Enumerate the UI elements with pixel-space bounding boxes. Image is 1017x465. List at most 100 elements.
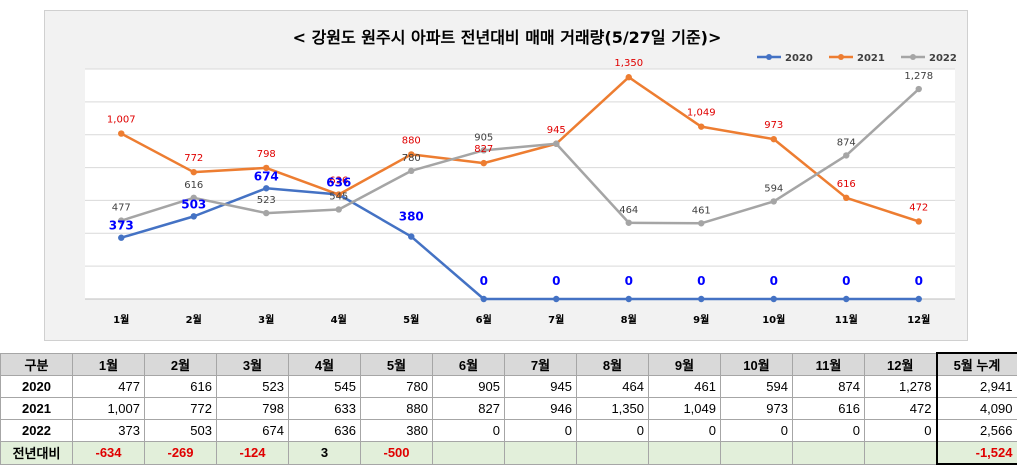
table-cell: 0 bbox=[648, 419, 721, 442]
data-label: 503 bbox=[181, 197, 206, 211]
table-header-cell: 5월 bbox=[360, 352, 433, 376]
data-point-2021 bbox=[480, 159, 487, 167]
legend-marker-2020 bbox=[766, 54, 772, 60]
table-row: 2021 1,007 772 798 633 880 827 946 1,350 1,049 973… bbox=[0, 397, 1017, 420]
data-label: 523 bbox=[257, 195, 276, 206]
legend-label-2021: 2021 bbox=[857, 53, 885, 64]
data-point-2020 bbox=[118, 234, 125, 241]
table-cell: 461 bbox=[648, 375, 721, 398]
table-cell: 1,278 bbox=[864, 375, 937, 398]
table-cell: 0 bbox=[720, 419, 793, 442]
data-label: 780 bbox=[402, 153, 421, 164]
table-cell: 477 bbox=[72, 375, 145, 398]
data-label: 945 bbox=[547, 125, 566, 136]
data-point-2022 bbox=[843, 152, 850, 159]
data-point-2022 bbox=[335, 206, 342, 213]
table-header-cell: 9월 bbox=[648, 352, 721, 376]
table-cell: 945 bbox=[504, 375, 577, 398]
data-label: 1,007 bbox=[107, 115, 136, 126]
data-point-2020 bbox=[843, 295, 850, 303]
data-point-2021 bbox=[915, 218, 922, 225]
data-label: 545 bbox=[329, 191, 348, 202]
x-tick-label: 10월 bbox=[762, 314, 785, 326]
data-label: 1,049 bbox=[687, 108, 716, 119]
data-label: 0 bbox=[480, 274, 488, 288]
table-cell: 545 bbox=[288, 375, 361, 398]
data-point-2020 bbox=[263, 185, 270, 192]
legend-label-2020: 2020 bbox=[785, 53, 813, 64]
data-point-2021 bbox=[625, 74, 632, 81]
chart-title: < 강원도 원주시 아파트 전년대비 매매 거래량(5/27일 기준)> bbox=[293, 28, 722, 47]
data-label: 0 bbox=[915, 274, 923, 288]
table-cell: 3 bbox=[288, 441, 361, 465]
header-cumulative: 5월 누계 bbox=[935, 352, 1017, 376]
data-label: 373 bbox=[109, 219, 134, 233]
table-header-cell: 7월 bbox=[504, 352, 577, 376]
table-cell: -1,524 bbox=[935, 441, 1017, 465]
x-tick-label: 6월 bbox=[476, 314, 492, 326]
table-cell: -634 bbox=[72, 441, 145, 465]
table-row: 2020 477 616 523 545 780 905 945 464 461 594 874 1,2… bbox=[0, 375, 1017, 398]
data-label: 461 bbox=[692, 205, 711, 216]
table-cell: 636 bbox=[288, 419, 361, 442]
data-label: 0 bbox=[842, 274, 850, 288]
table-row: 2022 373 503 674 636 380 0 0 0 0 0 0 0 2,566 bbox=[0, 419, 1017, 442]
data-label: 380 bbox=[399, 210, 424, 224]
data-point-2020 bbox=[480, 295, 487, 303]
data-point-2020 bbox=[698, 295, 705, 303]
table-cell bbox=[432, 441, 505, 465]
table-header-cell: 6월 bbox=[432, 352, 505, 376]
table-cell: 905 bbox=[432, 375, 505, 398]
x-tick-label: 2월 bbox=[186, 314, 202, 326]
data-label: 0 bbox=[770, 274, 778, 288]
x-tick-label: 8월 bbox=[621, 314, 637, 326]
line-chart: < 강원도 원주시 아파트 전년대비 매매 거래량(5/27일 기준)> 2020… bbox=[85, 28, 957, 326]
table-header-cell: 4월 bbox=[288, 352, 361, 376]
table-cell: 772 bbox=[144, 397, 217, 420]
table-cell: 4,090 bbox=[935, 397, 1017, 420]
table-cell: 780 bbox=[360, 375, 433, 398]
data-label: 477 bbox=[112, 203, 131, 214]
data-point-2022 bbox=[770, 198, 777, 205]
data-label: 973 bbox=[764, 120, 783, 131]
diff-row: 전년대비 -634 -269 -124 3 -500 -1,524 bbox=[0, 441, 1017, 465]
table-cell: 973 bbox=[720, 397, 793, 420]
data-point-2020 bbox=[625, 295, 632, 303]
row-label: 2020 bbox=[0, 375, 73, 398]
table-cell: -124 bbox=[216, 441, 289, 465]
data-point-2021 bbox=[698, 123, 705, 130]
table-cell bbox=[792, 441, 865, 465]
data-label: 636 bbox=[326, 176, 351, 190]
series-line-2021 bbox=[120, 75, 920, 223]
table-cell: 472 bbox=[864, 397, 937, 420]
chart-panel: < 강원도 원주시 아파트 전년대비 매매 거래량(5/27일 기준)> 2020… bbox=[44, 10, 968, 341]
data-point-2022 bbox=[480, 147, 487, 154]
x-tick-label: 5월 bbox=[403, 314, 419, 326]
table-cell: 503 bbox=[144, 419, 217, 442]
data-label: 674 bbox=[254, 169, 279, 183]
data-label: 616 bbox=[184, 180, 203, 191]
x-tick-label: 7월 bbox=[548, 314, 564, 326]
data-label: 1,278 bbox=[904, 71, 933, 82]
table-cell: 2,941 bbox=[935, 375, 1017, 398]
table-cell: 827 bbox=[432, 397, 505, 420]
table-header-cell: 12월 bbox=[864, 352, 937, 376]
plot-area bbox=[85, 69, 955, 299]
data-point-2020 bbox=[190, 213, 197, 220]
table-cell: 0 bbox=[504, 419, 577, 442]
data-label: 0 bbox=[552, 274, 560, 288]
table-cell bbox=[576, 441, 649, 465]
x-tick-label: 9월 bbox=[693, 314, 709, 326]
table-cell: 616 bbox=[792, 397, 865, 420]
data-label: 772 bbox=[184, 153, 203, 164]
table-cell: 880 bbox=[360, 397, 433, 420]
data-point-2022 bbox=[190, 194, 197, 201]
data-label: 1,350 bbox=[614, 58, 643, 69]
series-line-2022 bbox=[120, 88, 920, 225]
legend-marker-2021 bbox=[838, 54, 844, 60]
table-cell: 0 bbox=[432, 419, 505, 442]
table-cell: 874 bbox=[792, 375, 865, 398]
table-cell bbox=[720, 441, 793, 465]
table-cell: 380 bbox=[360, 419, 433, 442]
table-header-cell: 3월 bbox=[216, 352, 289, 376]
